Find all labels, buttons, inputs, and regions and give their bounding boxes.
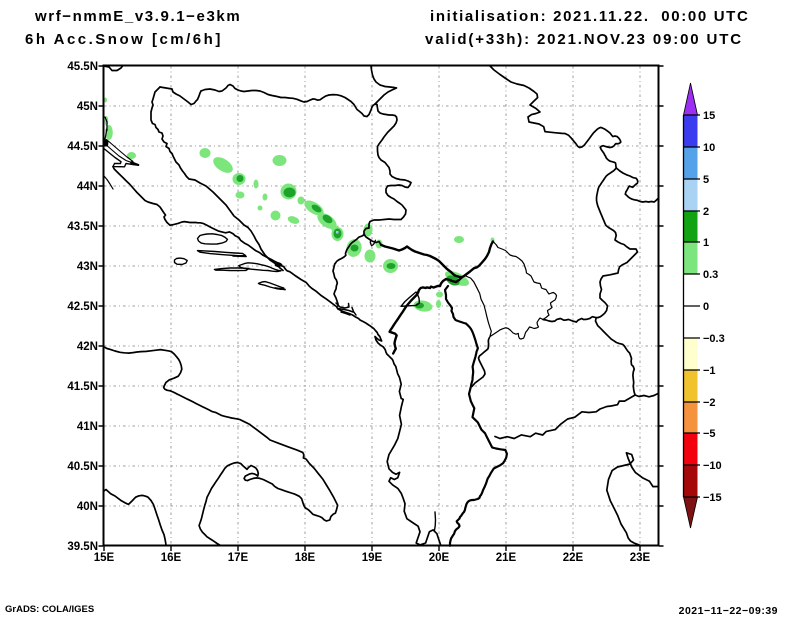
- svg-text:43N: 43N: [77, 261, 98, 273]
- svg-text:45.5N: 45.5N: [67, 61, 98, 73]
- svg-text:39.5N: 39.5N: [67, 541, 98, 553]
- svg-text:0: 0: [703, 301, 709, 313]
- svg-text:2021−11−22−09:39: 2021−11−22−09:39: [679, 605, 778, 617]
- svg-text:1: 1: [703, 237, 709, 249]
- svg-text:20E: 20E: [429, 552, 450, 564]
- svg-text:42.5N: 42.5N: [67, 301, 98, 313]
- svg-text:19E: 19E: [362, 552, 383, 564]
- svg-text:40.5N: 40.5N: [67, 461, 98, 473]
- svg-text:−10: −10: [703, 460, 722, 472]
- svg-text:42N: 42N: [77, 341, 98, 353]
- svg-text:2: 2: [703, 206, 709, 218]
- svg-text:−2: −2: [703, 397, 716, 409]
- svg-text:45N: 45N: [77, 101, 98, 113]
- svg-text:16E: 16E: [161, 552, 182, 564]
- svg-text:41N: 41N: [77, 421, 98, 433]
- svg-text:−0.3: −0.3: [703, 333, 725, 345]
- svg-text:22E: 22E: [563, 552, 584, 564]
- svg-text:GrADS: COLA/IGES: GrADS: COLA/IGES: [5, 604, 94, 615]
- svg-text:5: 5: [703, 174, 709, 186]
- svg-text:43.5N: 43.5N: [67, 221, 98, 233]
- svg-text:21E: 21E: [496, 552, 517, 564]
- svg-text:valid(+33h): 2021.NOV.23 09:00: valid(+33h): 2021.NOV.23 09:00 UTC: [425, 31, 743, 48]
- svg-text:10: 10: [703, 142, 715, 154]
- svg-text:44.5N: 44.5N: [67, 141, 98, 153]
- svg-text:6h Acc.Snow [cm/6h]: 6h Acc.Snow [cm/6h]: [25, 31, 223, 48]
- svg-text:40N: 40N: [77, 501, 98, 513]
- svg-text:15E: 15E: [94, 552, 115, 564]
- svg-text:0.3: 0.3: [703, 269, 718, 281]
- svg-text:15: 15: [703, 110, 715, 122]
- svg-text:44N: 44N: [77, 181, 98, 193]
- svg-text:−15: −15: [703, 492, 722, 504]
- svg-text:23E: 23E: [630, 552, 651, 564]
- svg-text:18E: 18E: [295, 552, 316, 564]
- svg-text:initialisation: 2021.11.22. 0: initialisation: 2021.11.22. 00:00 UTC: [430, 8, 749, 25]
- svg-text:−5: −5: [703, 428, 716, 440]
- svg-text:17E: 17E: [228, 552, 249, 564]
- svg-text:wrf−nmmE_v3.9.1−e3km: wrf−nmmE_v3.9.1−e3km: [34, 8, 241, 25]
- svg-text:−1: −1: [703, 365, 716, 377]
- svg-text:41.5N: 41.5N: [67, 381, 98, 393]
